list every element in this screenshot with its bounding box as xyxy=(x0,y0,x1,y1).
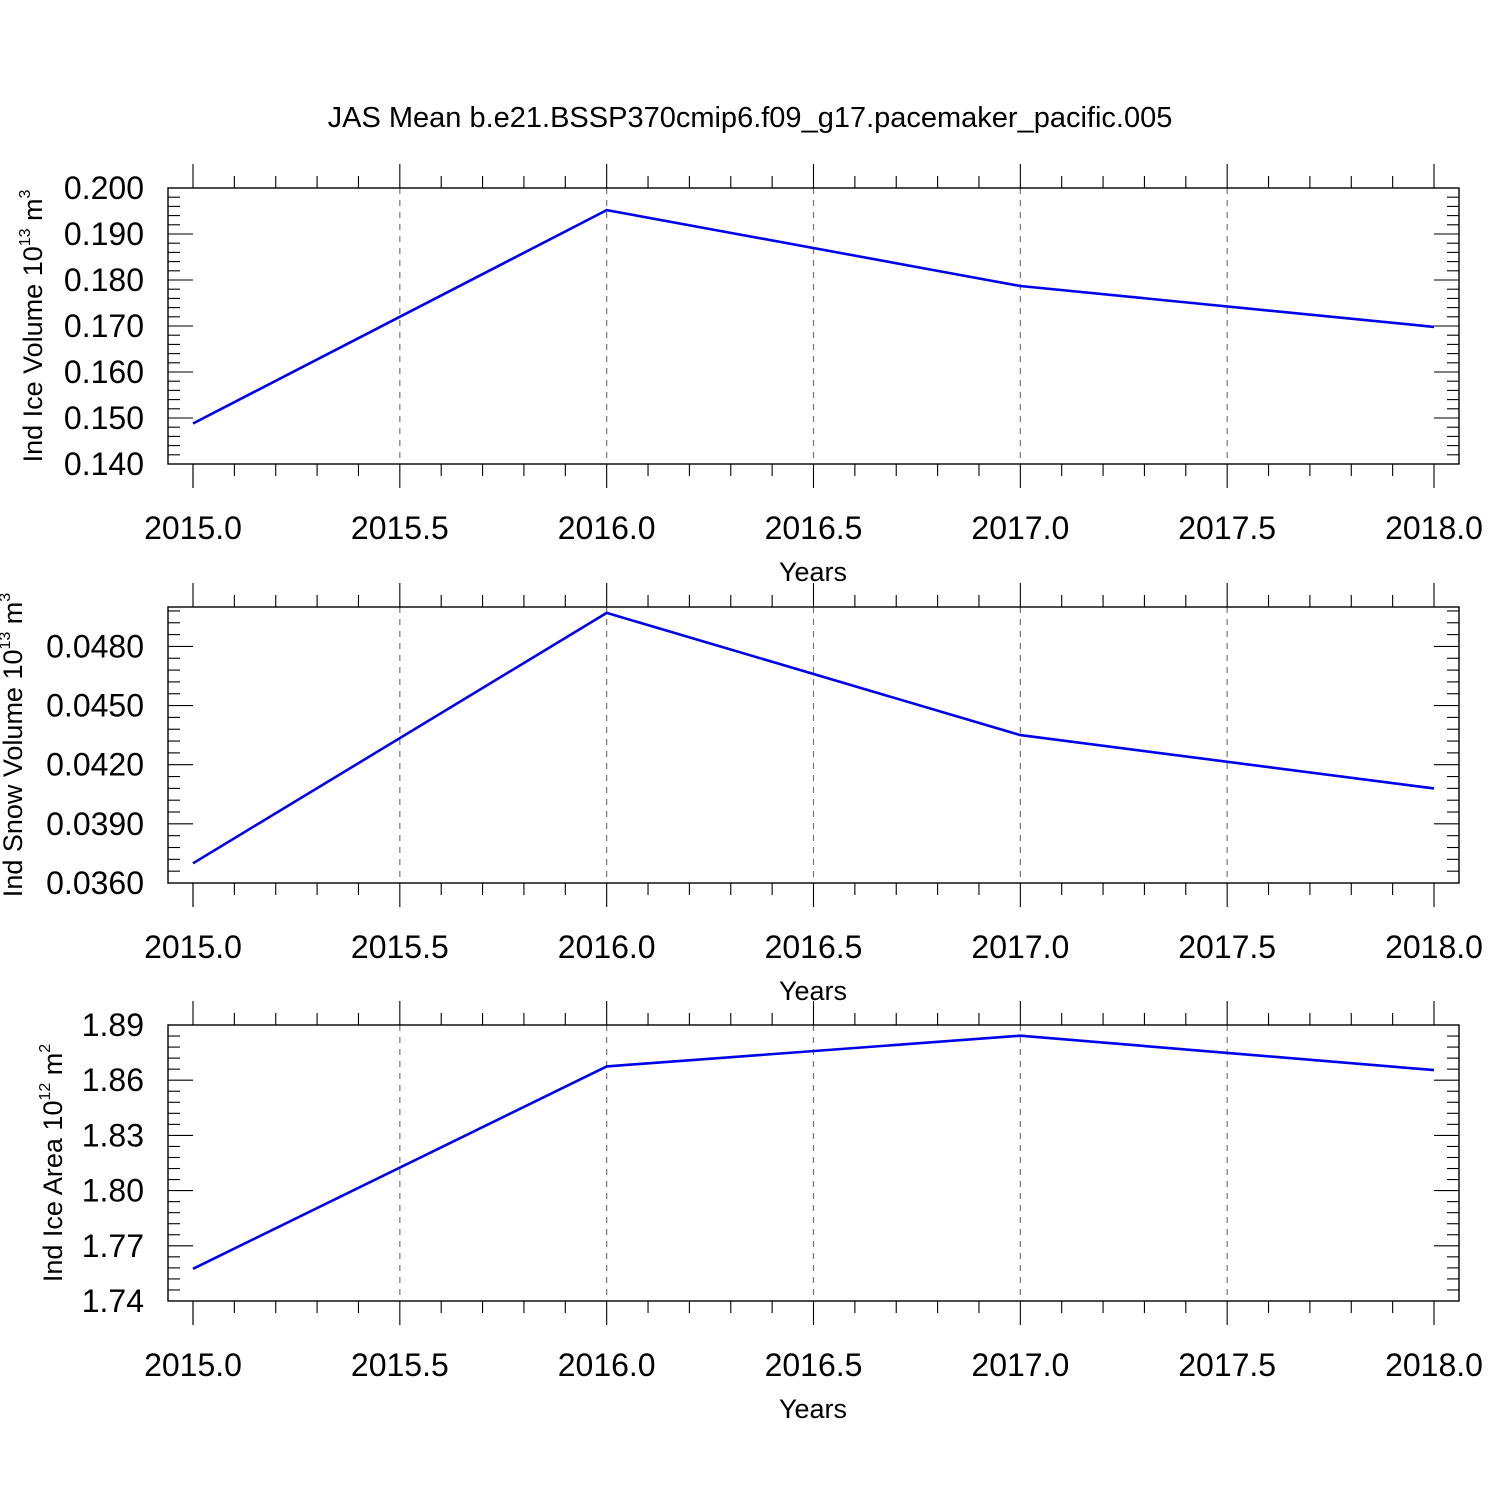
y-axis-label-text: Ind Snow Volume 10 xyxy=(0,650,28,898)
y-tick-label: 0.160 xyxy=(64,354,144,390)
x-tick-label: 2015.5 xyxy=(351,929,449,965)
x-tick-label: 2017.0 xyxy=(971,1347,1069,1383)
x-tick-label: 2018.0 xyxy=(1385,1347,1483,1383)
y-axis-label: Ind Ice Volume 1013 m3 xyxy=(17,189,48,462)
x-tick-label: 2018.0 xyxy=(1385,510,1483,546)
y-axis-label-text: Ind Ice Volume 10 xyxy=(18,246,48,462)
y-tick-label: 1.80 xyxy=(82,1173,144,1209)
y-tick-label: 0.140 xyxy=(64,446,144,482)
panel-1: 2015.0 2015.5 2016.0 2016.5 2017.0 2017.5 2018… xyxy=(17,164,1483,587)
x-tick-label: 2017.5 xyxy=(1178,929,1276,965)
y-axis-label: Ind Ice Area 1012 m2 xyxy=(37,1044,68,1282)
chart-title: JAS Mean b.e21.BSSP370cmip6.f09_g17.pace… xyxy=(328,102,1173,134)
panels: 2015.0 2015.5 2016.0 2016.5 2017.0 2017.5 2018… xyxy=(0,164,1483,1424)
y-axis-label-text: m xyxy=(38,1053,68,1083)
y-axis-label-superscript: 2 xyxy=(37,1044,54,1053)
series-line xyxy=(192,611,1435,865)
y-axis-label-superscript: 3 xyxy=(17,189,34,198)
x-tick-label: 2015.0 xyxy=(144,1347,242,1383)
x-tick-label: 2017.5 xyxy=(1178,510,1276,546)
y-tick-label: 0.150 xyxy=(64,400,144,436)
y-axis-label-superscript: 12 xyxy=(37,1083,54,1101)
x-tick-label: 2015.0 xyxy=(144,929,242,965)
x-axis-label: Years xyxy=(779,557,847,587)
y-tick-label: 1.74 xyxy=(82,1283,144,1319)
y-tick-label: 0.0480 xyxy=(46,628,144,664)
x-tick-label: 2016.0 xyxy=(558,510,656,546)
y-axis-label-text: Ind Ice Area 10 xyxy=(38,1101,68,1283)
x-tick-label: 2015.0 xyxy=(144,510,242,546)
x-tick-label: 2016.0 xyxy=(558,929,656,965)
series-line xyxy=(192,1034,1435,1270)
x-tick-label: 2016.5 xyxy=(765,1347,863,1383)
x-tick-label: 2017.0 xyxy=(971,510,1069,546)
y-tick-label: 1.89 xyxy=(82,1007,144,1043)
y-tick-label: 0.200 xyxy=(64,170,144,206)
y-axis-label-text: m xyxy=(18,198,48,228)
y-tick-label: 0.0390 xyxy=(46,806,144,842)
y-tick-label: 1.86 xyxy=(82,1062,144,1098)
x-tick-label: 2015.5 xyxy=(351,510,449,546)
x-tick-label: 2017.5 xyxy=(1178,1347,1276,1383)
y-axis-label-text: m xyxy=(0,602,28,632)
x-tick-label: 2016.0 xyxy=(558,1347,656,1383)
x-tick-label: 2017.0 xyxy=(971,929,1069,965)
y-tick-label: 0.0420 xyxy=(46,747,144,783)
y-tick-label: 0.180 xyxy=(64,262,144,298)
x-tick-label: 2018.0 xyxy=(1385,929,1483,965)
x-tick-label: 2016.5 xyxy=(765,929,863,965)
series-line xyxy=(192,208,1435,425)
y-tick-label: 0.0360 xyxy=(46,865,144,901)
x-tick-label: 2015.5 xyxy=(351,1347,449,1383)
y-tick-label: 1.83 xyxy=(82,1117,144,1153)
y-tick-label: 0.190 xyxy=(64,216,144,252)
y-axis-label-superscript: 3 xyxy=(0,593,14,602)
y-tick-label: 1.77 xyxy=(82,1228,144,1264)
y-axis-label-superscript: 13 xyxy=(0,632,14,650)
x-tick-label: 2016.5 xyxy=(765,510,863,546)
y-axis-label-superscript: 13 xyxy=(17,228,34,246)
y-tick-label: 0.0450 xyxy=(46,688,144,724)
y-tick-label: 0.170 xyxy=(64,308,144,344)
y-axis-label: Ind Snow Volume 1013 m3 xyxy=(0,593,28,897)
x-axis-label: Years xyxy=(779,1394,847,1424)
panel-2: 2015.0 2015.5 2016.0 2016.5 2017.0 2017.5 2018… xyxy=(0,583,1483,1006)
panel-3: 2015.0 2015.5 2016.0 2016.5 2017.0 2017.5 2018… xyxy=(37,1001,1483,1424)
